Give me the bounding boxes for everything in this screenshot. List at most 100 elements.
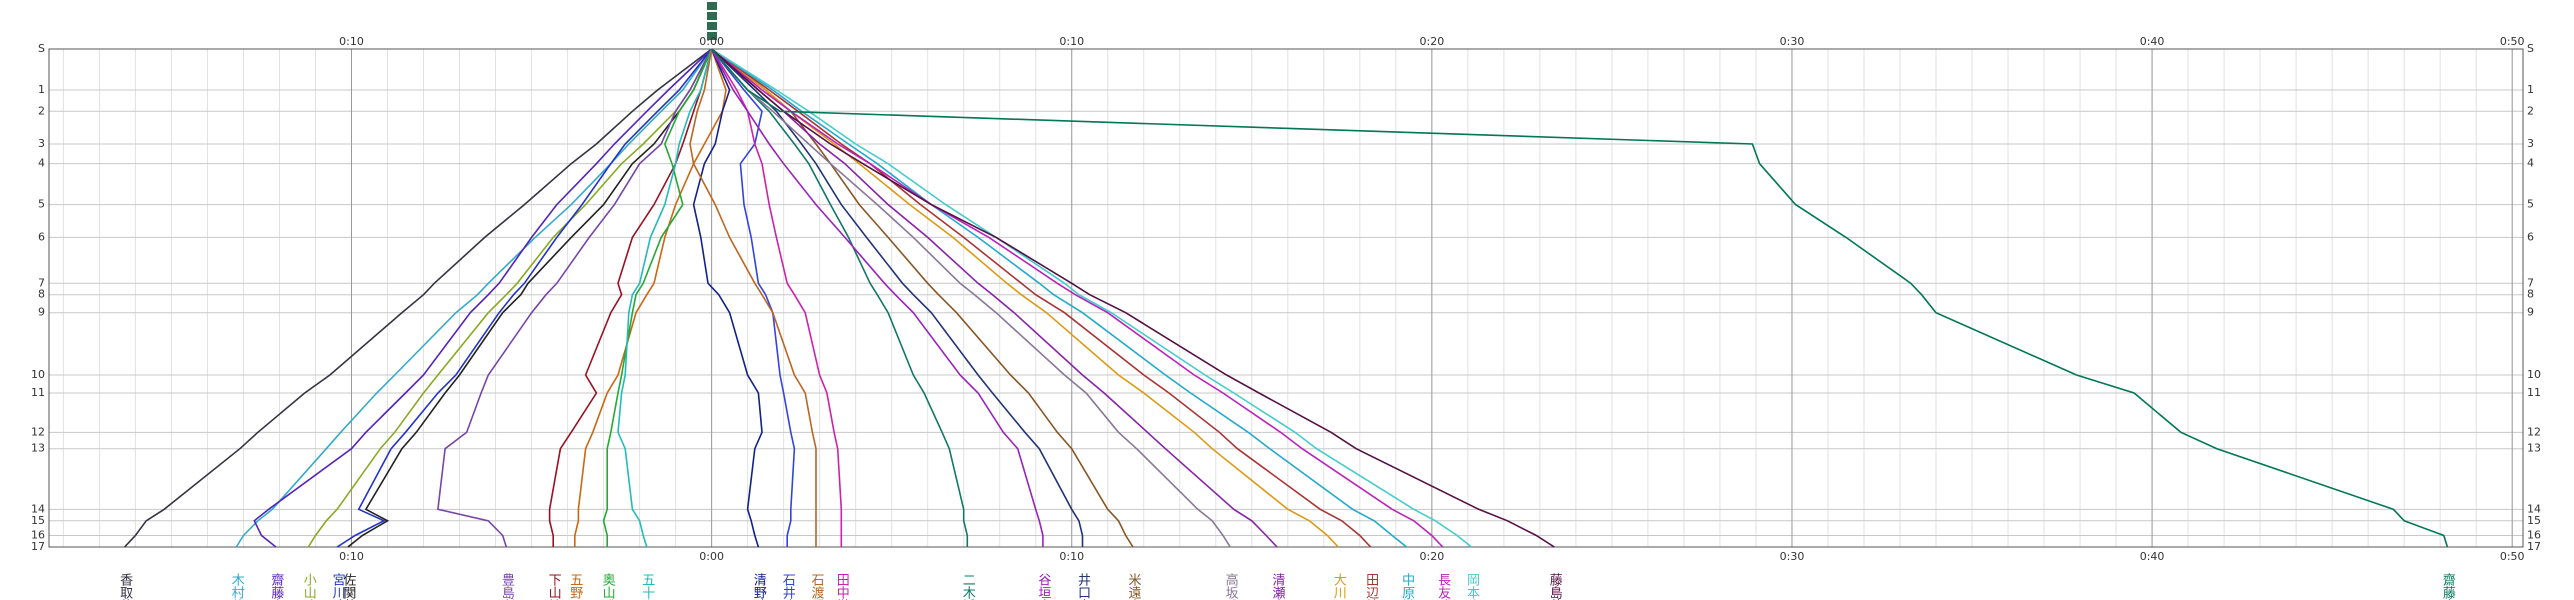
y-tick-label: 2 [2527,104,2534,117]
y-tick-label: 5 [2527,198,2534,211]
runner-line [617,48,713,548]
y-tick-label: 6 [38,230,45,243]
runner-line [307,48,713,548]
y-tick-label: 3 [38,137,45,150]
x-tick-label: 0:10 [339,35,364,48]
runner-line [711,48,1472,548]
runner-name: 齋藤貴 [2440,572,2456,600]
runner-name: 小山清 [301,573,317,600]
runner-name: 二木誠 [960,573,976,600]
y-tick-label: 8 [38,288,45,301]
runner-line [711,48,1372,548]
runner-name: 清瀬太 [1269,573,1285,600]
y-tick-label: S [2527,42,2534,55]
runner-line [710,48,2449,548]
y-tick-label: 12 [31,425,45,438]
y-tick-label: 17 [2527,540,2541,553]
y-tick-label: 13 [31,442,45,455]
runner-line [711,48,1278,548]
y-tick-label: 14 [2527,502,2541,515]
y-tick-label: 8 [2527,288,2534,301]
x-tick-label: 0:10 [1059,35,1084,48]
runner-name: 石井隆 [780,573,796,600]
runner-line [602,48,713,547]
y-tick-label: 12 [2527,425,2541,438]
runner-name: 藤島英 [1547,573,1563,600]
x-tick-label: 0:20 [1419,550,1444,563]
x-tick-label: 0:00 [699,35,724,48]
runner-name: 石渡賢 [809,573,825,600]
runner-line [347,48,713,548]
x-tick-label: 0:30 [1780,35,1805,48]
y-tick-label: 10 [2527,368,2541,381]
runner-line [437,48,713,548]
runner-line [710,48,796,547]
runner-name: 井口良 [1075,573,1091,600]
y-tick-label: 3 [2527,137,2534,150]
runner-name: 高坂武 [1223,572,1239,600]
y-tick-label: 15 [31,514,45,527]
y-tick-label: 9 [38,306,45,319]
runner-name: 大川三 [1331,573,1347,600]
y-tick-label: 16 [31,529,45,542]
y-tick-label: 7 [2527,276,2534,289]
y-tick-label: 16 [2527,529,2541,542]
x-tick-label: 0:20 [1419,35,1444,48]
y-tick-label: S [38,42,45,55]
runner-line [692,48,763,548]
runner-name: 長友武 [1435,573,1451,600]
y-tick-label: 11 [31,386,45,399]
runner-line [711,48,1408,548]
y-tick-label: 4 [38,157,45,170]
y-tick-label: 17 [31,540,45,553]
x-tick-label: 0:10 [1059,550,1084,563]
y-tick-label: 13 [2527,442,2541,455]
y-tick-label: 1 [2527,83,2534,96]
x-tick-label: 0:10 [339,550,364,563]
runner-name: 谷垣直 [1035,573,1051,600]
runner-line [548,48,713,547]
runner-name: 田中徹 [834,573,850,600]
y-tick-label: 14 [31,502,45,515]
runner-line [710,48,1044,547]
runner-name: 岡本隆 [1464,573,1480,600]
runner-line [253,48,713,548]
y-tick-label: 5 [38,198,45,211]
runner-name: 田辺祐 [1363,573,1379,600]
y-tick-label: 11 [2527,386,2541,399]
runner-line [711,48,1134,548]
x-tick-label: 0:50 [2500,550,2525,563]
runner-name: 米遠光 [1125,573,1141,600]
runner-name: 豊島利 [499,573,515,600]
runner-line [710,48,1231,548]
runner-line [336,48,713,548]
y-tick-label: 4 [2527,157,2534,170]
x-tick-label: 0:30 [1780,550,1805,563]
runner-line [711,48,1339,548]
runner-line [711,48,1084,547]
x-tick-label: 0:50 [2500,35,2525,48]
x-tick-label: 0:40 [2140,35,2165,48]
y-tick-label: 15 [2527,514,2541,527]
runner-line [710,48,969,547]
runner-line [573,48,727,547]
runner-line [235,48,713,548]
runner-name: 中原徹 [1399,573,1415,600]
y-tick-label: 10 [31,368,45,381]
runner-line [710,48,843,547]
y-tick-label: 7 [38,276,45,289]
x-tick-label: 0:00 [699,550,724,563]
start-marker [707,2,717,40]
runner-name: 木村佳 [229,573,245,600]
runner-name: 五十嵐 [639,573,655,600]
runner-name: 清野晴 [751,573,767,600]
runner-name: 五野辰 [567,573,583,600]
y-tick-label: 2 [38,104,45,117]
runner-line [711,48,1555,548]
runner-name: 奥山聡 [600,573,616,600]
runner-name: 齋藤高 [268,572,284,600]
runner-name: 佐関茂 [340,573,356,600]
x-tick-label: 0:40 [2140,550,2165,563]
y-tick-label: 1 [38,83,45,96]
runner-line [689,48,817,547]
